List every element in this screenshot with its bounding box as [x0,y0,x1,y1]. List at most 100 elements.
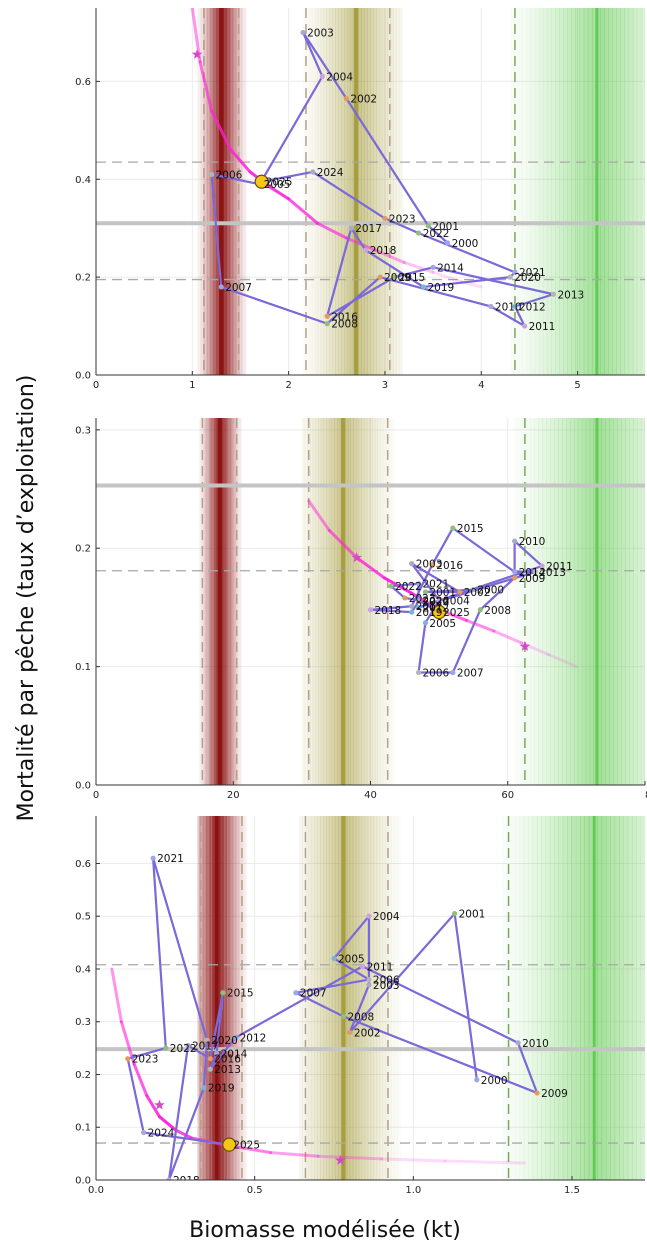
year-label: 2008 [484,605,511,617]
buffer-band-strip [304,418,308,785]
target-band-strip [541,816,546,1180]
buffer-band-strip [376,8,380,375]
buffer-band-strip [399,8,403,375]
trajectory-segment [479,576,516,611]
limit-band-strip [233,816,236,1180]
trajectory-segment [209,1036,237,1071]
target-band-strip [600,8,605,375]
limit-band-strip [230,816,233,1180]
target-band-strip [601,816,607,1180]
limit-band-strip [204,8,207,375]
limit-band-strip [212,816,214,1180]
buffer-band-strip [299,816,303,1180]
target-band-strip [518,8,523,375]
y-tick-label: 0.4 [75,175,91,186]
trajectory-segment [389,582,420,588]
x-tick-label: 60 [501,790,514,801]
buffer-band-strip [367,8,371,375]
trajectory-segment [167,1044,190,1180]
y-tick-label: 0.0 [75,371,91,382]
buffer-band-strip [366,418,370,785]
buffer-band-strip [349,816,354,1180]
target-band-strip [640,816,645,1180]
buffer-band-strip [388,816,392,1180]
year-point [391,274,398,280]
buffer-band-strip [370,816,375,1180]
limit-band-strip [229,8,232,375]
buffer-band-strip [373,816,378,1180]
year-label: 2017 [416,601,443,613]
trajectory-segment [489,305,526,328]
target-band-strip [633,418,638,785]
year-label: 2015 [227,988,254,1000]
y-tick-label: 0.5 [75,912,91,923]
target-band-strip [542,8,548,375]
year-point [409,609,415,615]
limit-band-strip [222,418,225,785]
buffer-band-strip [382,816,387,1180]
x-axis-title: Biomasse modélisée (kt) [189,1218,461,1243]
target-band-strip [637,418,642,785]
curve-segment [229,148,252,174]
year-point [125,1056,131,1062]
trajectory-segment [410,562,461,594]
target-band-strip [563,8,568,375]
y-tick-label: 0.6 [75,859,91,870]
limit-band-strip [207,816,210,1180]
target-band-strip [538,418,543,785]
year-point [363,247,369,253]
y-axis-title: Mortalité par pêche (taux d’exploitation… [14,375,39,822]
year-point [150,855,156,861]
curve-segment [110,967,123,1024]
limit-band-strip [227,816,230,1180]
target-band-strip [627,816,633,1180]
year-label: 2001 [459,909,486,921]
target-band-strip [554,816,559,1180]
year-point [163,1045,169,1051]
buffer-band-strip [308,816,312,1180]
target-band-strip [588,816,594,1180]
buffer-band-strip [388,418,392,785]
year-label: 2019 [416,607,443,619]
target-band-strip [608,8,613,375]
target-band-strip [546,418,551,785]
year-label: 2023 [409,593,436,605]
buffer-band-strip [331,816,336,1180]
x-tick-label: 0.0 [88,1185,104,1196]
target-band-strip [567,816,572,1180]
buffer-band-strip [343,816,348,1180]
target-band-strip [522,8,527,375]
trajectory-segment [234,965,364,1039]
target-band-strip [577,418,583,785]
year-point [366,976,372,983]
year-label: 2001 [429,587,456,599]
buffer-band-strip [383,418,387,785]
year-label: 2016 [214,1054,241,1066]
plot-area: 2000 2001 2002 2003 2004 2005 2006 2007 2008 2009… [96,8,645,375]
curve-segment [307,499,331,532]
buffer-band-strip [326,8,330,375]
trajectory-segment [126,1057,145,1134]
target-band-strip [528,816,533,1180]
target-band-strip [619,816,624,1180]
trajectory-segment [332,957,371,981]
limit-band-strip [210,418,212,785]
trajectory-segment [417,231,517,274]
buffer-band-strip [315,418,319,785]
year-point [425,223,431,229]
limit-band-strip [208,418,211,785]
limit-band-strip [231,418,234,785]
limit-band-strip [242,816,245,1180]
curve-segment [327,528,359,560]
year-point [324,313,330,319]
target-band-strip [632,816,637,1180]
target-band-strip [597,816,603,1180]
reference-star [154,1099,165,1110]
trajectory-segment [451,526,516,574]
trajectory-segment [260,170,314,183]
year-point [208,171,215,177]
target-band-strip [523,816,529,1180]
trajectory-segment [453,912,478,1081]
target-band-strip [613,418,618,785]
year-point [233,1034,239,1041]
